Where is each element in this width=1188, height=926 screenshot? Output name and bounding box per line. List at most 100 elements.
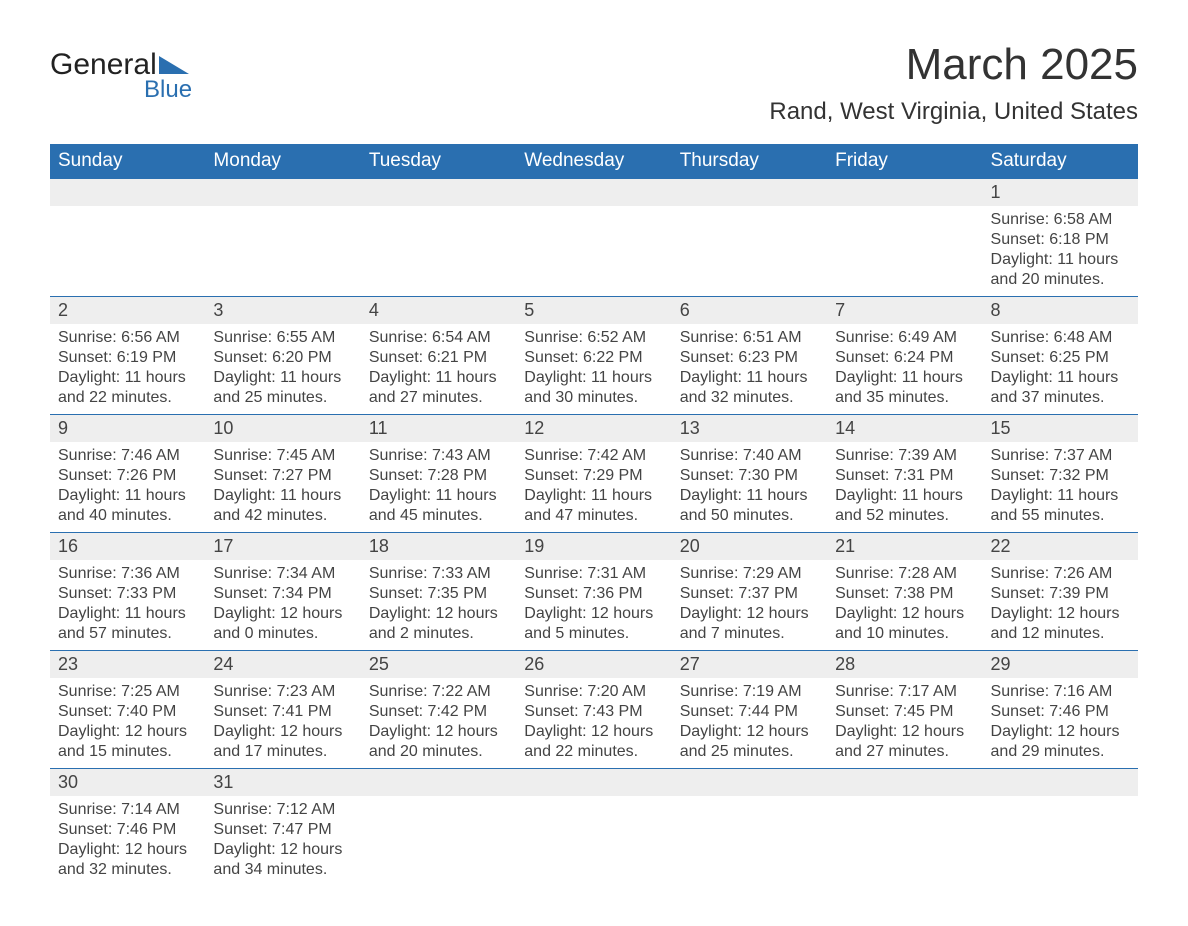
daylight-line2: and 22 minutes. (524, 742, 663, 762)
day-number-cell: 13 (672, 415, 827, 443)
sunrise-line: Sunrise: 7:29 AM (680, 564, 819, 584)
sunset-line: Sunset: 7:27 PM (213, 466, 352, 486)
day-data-cell: Sunrise: 7:31 AMSunset: 7:36 PMDaylight:… (516, 560, 671, 651)
day-data-cell: Sunrise: 6:49 AMSunset: 6:24 PMDaylight:… (827, 324, 982, 415)
sunset-line: Sunset: 7:33 PM (58, 584, 197, 604)
daynum-row: 23242526272829 (50, 651, 1138, 679)
day-data-cell: Sunrise: 7:42 AMSunset: 7:29 PMDaylight:… (516, 442, 671, 533)
day-number-cell (827, 769, 982, 797)
day-data-cell: Sunrise: 7:40 AMSunset: 7:30 PMDaylight:… (672, 442, 827, 533)
month-title: March 2025 (769, 40, 1138, 90)
sunset-line: Sunset: 7:41 PM (213, 702, 352, 722)
day-number-cell: 1 (983, 179, 1138, 207)
daylight-line2: and 0 minutes. (213, 624, 352, 644)
day-data-cell: Sunrise: 7:33 AMSunset: 7:35 PMDaylight:… (361, 560, 516, 651)
sunrise-line: Sunrise: 6:54 AM (369, 328, 508, 348)
sunset-line: Sunset: 7:46 PM (58, 820, 197, 840)
sunrise-line: Sunrise: 7:42 AM (524, 446, 663, 466)
sunset-line: Sunset: 7:26 PM (58, 466, 197, 486)
daylight-line2: and 2 minutes. (369, 624, 508, 644)
day-data-cell (361, 796, 516, 886)
daynum-row: 1 (50, 179, 1138, 207)
day-header: Monday (205, 144, 360, 179)
daylight-line1: Daylight: 11 hours (58, 486, 197, 506)
day-number-cell (827, 179, 982, 207)
sunset-line: Sunset: 7:32 PM (991, 466, 1130, 486)
day-data-cell: Sunrise: 7:34 AMSunset: 7:34 PMDaylight:… (205, 560, 360, 651)
sunrise-line: Sunrise: 6:49 AM (835, 328, 974, 348)
sunrise-line: Sunrise: 7:46 AM (58, 446, 197, 466)
daylight-line2: and 45 minutes. (369, 506, 508, 526)
sunset-line: Sunset: 6:25 PM (991, 348, 1130, 368)
calendar-table: SundayMondayTuesdayWednesdayThursdayFrid… (50, 144, 1138, 886)
sunset-line: Sunset: 7:28 PM (369, 466, 508, 486)
daydata-row: Sunrise: 7:25 AMSunset: 7:40 PMDaylight:… (50, 678, 1138, 769)
daylight-line2: and 17 minutes. (213, 742, 352, 762)
daylight-line2: and 25 minutes. (680, 742, 819, 762)
sunset-line: Sunset: 7:40 PM (58, 702, 197, 722)
sunset-line: Sunset: 7:47 PM (213, 820, 352, 840)
daydata-row: Sunrise: 7:36 AMSunset: 7:33 PMDaylight:… (50, 560, 1138, 651)
day-header: Thursday (672, 144, 827, 179)
day-number-cell: 3 (205, 297, 360, 325)
day-data-cell (516, 206, 671, 297)
daylight-line1: Daylight: 12 hours (680, 722, 819, 742)
day-data-cell: Sunrise: 6:54 AMSunset: 6:21 PMDaylight:… (361, 324, 516, 415)
day-data-cell: Sunrise: 7:16 AMSunset: 7:46 PMDaylight:… (983, 678, 1138, 769)
day-number-cell (361, 179, 516, 207)
day-data-cell: Sunrise: 7:45 AMSunset: 7:27 PMDaylight:… (205, 442, 360, 533)
sunrise-line: Sunrise: 7:17 AM (835, 682, 974, 702)
sunrise-line: Sunrise: 6:56 AM (58, 328, 197, 348)
day-data-cell: Sunrise: 7:28 AMSunset: 7:38 PMDaylight:… (827, 560, 982, 651)
daylight-line2: and 57 minutes. (58, 624, 197, 644)
day-data-cell: Sunrise: 7:29 AMSunset: 7:37 PMDaylight:… (672, 560, 827, 651)
day-data-cell: Sunrise: 6:51 AMSunset: 6:23 PMDaylight:… (672, 324, 827, 415)
sunset-line: Sunset: 7:46 PM (991, 702, 1130, 722)
sunrise-line: Sunrise: 7:22 AM (369, 682, 508, 702)
sunset-line: Sunset: 7:39 PM (991, 584, 1130, 604)
sunset-line: Sunset: 6:18 PM (991, 230, 1130, 250)
logo-text-blue: Blue (144, 76, 192, 104)
daylight-line2: and 32 minutes. (58, 860, 197, 880)
day-number-cell: 17 (205, 533, 360, 561)
sunrise-line: Sunrise: 7:14 AM (58, 800, 197, 820)
day-header: Friday (827, 144, 982, 179)
day-number-cell: 29 (983, 651, 1138, 679)
daylight-line2: and 15 minutes. (58, 742, 197, 762)
day-number-cell: 28 (827, 651, 982, 679)
day-data-cell (50, 206, 205, 297)
day-number-cell: 19 (516, 533, 671, 561)
sunrise-line: Sunrise: 6:48 AM (991, 328, 1130, 348)
daylight-line1: Daylight: 11 hours (991, 368, 1130, 388)
day-data-cell: Sunrise: 7:19 AMSunset: 7:44 PMDaylight:… (672, 678, 827, 769)
day-data-cell (516, 796, 671, 886)
sunrise-line: Sunrise: 7:31 AM (524, 564, 663, 584)
sunrise-line: Sunrise: 7:33 AM (369, 564, 508, 584)
daylight-line1: Daylight: 12 hours (991, 722, 1130, 742)
sunrise-line: Sunrise: 7:37 AM (991, 446, 1130, 466)
daylight-line1: Daylight: 11 hours (58, 368, 197, 388)
day-data-cell: Sunrise: 7:26 AMSunset: 7:39 PMDaylight:… (983, 560, 1138, 651)
sunset-line: Sunset: 7:38 PM (835, 584, 974, 604)
daylight-line2: and 35 minutes. (835, 388, 974, 408)
sunrise-line: Sunrise: 7:23 AM (213, 682, 352, 702)
day-data-cell (672, 206, 827, 297)
daylight-line1: Daylight: 11 hours (369, 368, 508, 388)
day-number-cell: 2 (50, 297, 205, 325)
daylight-line2: and 47 minutes. (524, 506, 663, 526)
day-number-cell: 20 (672, 533, 827, 561)
sunset-line: Sunset: 6:24 PM (835, 348, 974, 368)
daynum-row: 16171819202122 (50, 533, 1138, 561)
day-data-cell: Sunrise: 7:25 AMSunset: 7:40 PMDaylight:… (50, 678, 205, 769)
daylight-line1: Daylight: 12 hours (524, 604, 663, 624)
daylight-line2: and 37 minutes. (991, 388, 1130, 408)
daylight-line2: and 25 minutes. (213, 388, 352, 408)
sunrise-line: Sunrise: 7:45 AM (213, 446, 352, 466)
day-data-cell: Sunrise: 6:48 AMSunset: 6:25 PMDaylight:… (983, 324, 1138, 415)
day-number-cell (672, 769, 827, 797)
sunrise-line: Sunrise: 6:51 AM (680, 328, 819, 348)
day-number-cell: 24 (205, 651, 360, 679)
daynum-row: 9101112131415 (50, 415, 1138, 443)
day-data-cell (361, 206, 516, 297)
daydata-row: Sunrise: 7:46 AMSunset: 7:26 PMDaylight:… (50, 442, 1138, 533)
